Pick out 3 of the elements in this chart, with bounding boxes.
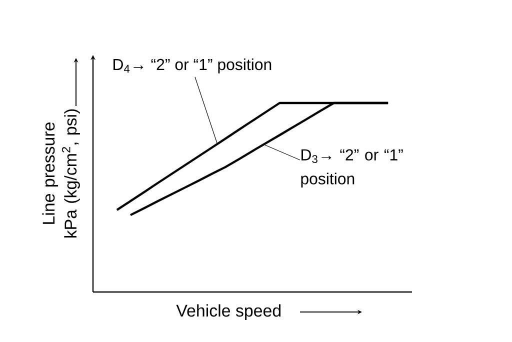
text: D$_{4}$→ “2” or “1” position [114,58,272,74]
x-axis-title: Vehicle speed [176,304,281,320]
annotation: D$_{3}$→ “2” or “1” position [301,149,403,188]
